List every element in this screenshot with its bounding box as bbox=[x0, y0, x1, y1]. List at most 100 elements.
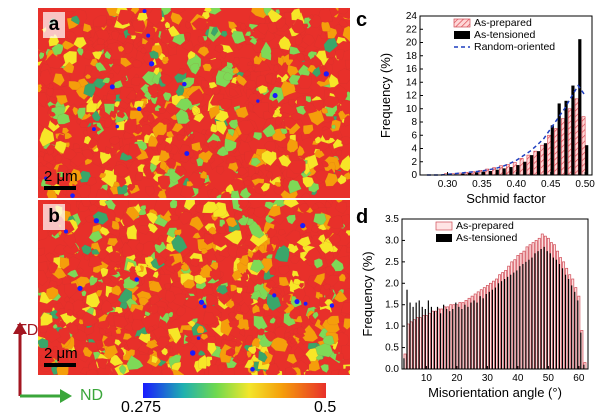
grain bbox=[165, 102, 179, 115]
grain bbox=[331, 124, 336, 130]
grain bbox=[303, 102, 318, 115]
schmid-factor-map-a bbox=[38, 8, 350, 198]
grain bbox=[250, 367, 255, 372]
grain bbox=[182, 81, 187, 87]
grain bbox=[237, 120, 255, 136]
grain bbox=[315, 343, 334, 358]
bar-as-tensioned bbox=[427, 300, 429, 369]
grain bbox=[146, 33, 151, 38]
grain bbox=[107, 237, 119, 247]
grain bbox=[238, 328, 246, 337]
grain bbox=[46, 187, 58, 198]
grain bbox=[320, 363, 329, 373]
bar-as-tensioned bbox=[497, 283, 500, 369]
grain bbox=[288, 74, 301, 85]
bar-as-tensioned bbox=[421, 306, 423, 369]
bar-as-tensioned bbox=[458, 306, 460, 369]
grain bbox=[113, 181, 120, 188]
grain bbox=[200, 104, 208, 112]
grain bbox=[278, 276, 290, 287]
grain bbox=[250, 259, 265, 273]
bar-as-tensioned bbox=[510, 274, 512, 369]
legend-swatch-as-tensioned bbox=[436, 234, 452, 242]
grain bbox=[119, 302, 128, 310]
grain bbox=[147, 85, 158, 96]
bar-as-tensioned bbox=[564, 274, 567, 369]
grain bbox=[83, 83, 96, 98]
bar-as-tensioned bbox=[540, 249, 542, 369]
grain bbox=[44, 176, 48, 180]
grain bbox=[196, 157, 204, 167]
y-axis-label: Frequency (%) bbox=[378, 53, 393, 138]
grain bbox=[161, 366, 174, 375]
grain bbox=[54, 140, 67, 155]
grain bbox=[191, 17, 208, 31]
grain bbox=[148, 135, 159, 147]
grain bbox=[130, 8, 140, 15]
grain bbox=[88, 230, 103, 243]
bar-as-tensioned bbox=[523, 161, 527, 175]
grain bbox=[167, 25, 181, 37]
grain bbox=[190, 350, 196, 356]
bar-as-tensioned bbox=[516, 165, 520, 175]
grain bbox=[70, 193, 75, 198]
bar-as-prepared bbox=[547, 134, 552, 176]
grain bbox=[160, 117, 172, 125]
grain bbox=[59, 256, 70, 270]
grain bbox=[150, 92, 158, 99]
grain bbox=[232, 66, 240, 74]
grain bbox=[161, 347, 168, 356]
grain bbox=[123, 118, 137, 135]
bar-as-tensioned bbox=[571, 85, 575, 175]
grain bbox=[284, 229, 301, 247]
ebsd-map-a: a 2 μm bbox=[38, 8, 350, 198]
bar-as-tensioned bbox=[558, 264, 561, 369]
grain bbox=[90, 68, 102, 79]
grain bbox=[164, 259, 173, 268]
grain bbox=[270, 47, 285, 62]
grain bbox=[252, 304, 261, 314]
grain bbox=[107, 267, 118, 276]
grain bbox=[152, 271, 159, 279]
grain bbox=[169, 214, 179, 222]
grain bbox=[336, 200, 343, 203]
y-tick-label: 6 bbox=[411, 130, 417, 141]
grain bbox=[153, 67, 160, 76]
scale-bar-line-a bbox=[44, 186, 76, 190]
bar-as-prepared bbox=[526, 154, 531, 176]
grain bbox=[324, 201, 332, 208]
grain bbox=[262, 110, 274, 120]
grain bbox=[38, 247, 46, 257]
grain bbox=[87, 40, 94, 46]
grain bbox=[76, 46, 84, 56]
grain bbox=[72, 106, 80, 116]
grain bbox=[256, 328, 265, 336]
grain bbox=[235, 106, 249, 119]
grain bbox=[89, 276, 98, 286]
grain bbox=[324, 274, 339, 287]
grain bbox=[321, 20, 331, 32]
grain bbox=[111, 220, 120, 230]
grain bbox=[52, 73, 65, 87]
grain bbox=[345, 366, 350, 373]
grain bbox=[150, 366, 162, 375]
grain bbox=[168, 311, 174, 318]
grain bbox=[146, 212, 158, 225]
grain bbox=[108, 24, 116, 32]
bar-as-tensioned bbox=[543, 143, 548, 175]
grain bbox=[335, 201, 348, 214]
grain bbox=[313, 272, 325, 286]
colorbar-gradient bbox=[143, 383, 326, 398]
bar-as-tensioned bbox=[430, 306, 432, 369]
legend-entry: As-tensioned bbox=[474, 29, 535, 41]
grain bbox=[277, 57, 284, 67]
x-tick-label: 30 bbox=[482, 373, 494, 384]
y-tick-label: 20 bbox=[406, 38, 418, 49]
grain-layer bbox=[38, 200, 350, 375]
grain bbox=[273, 183, 285, 195]
grain bbox=[109, 354, 124, 367]
bar-as-prepared bbox=[554, 128, 558, 176]
grain bbox=[161, 8, 172, 16]
grain bbox=[223, 200, 230, 204]
grain bbox=[338, 19, 349, 27]
